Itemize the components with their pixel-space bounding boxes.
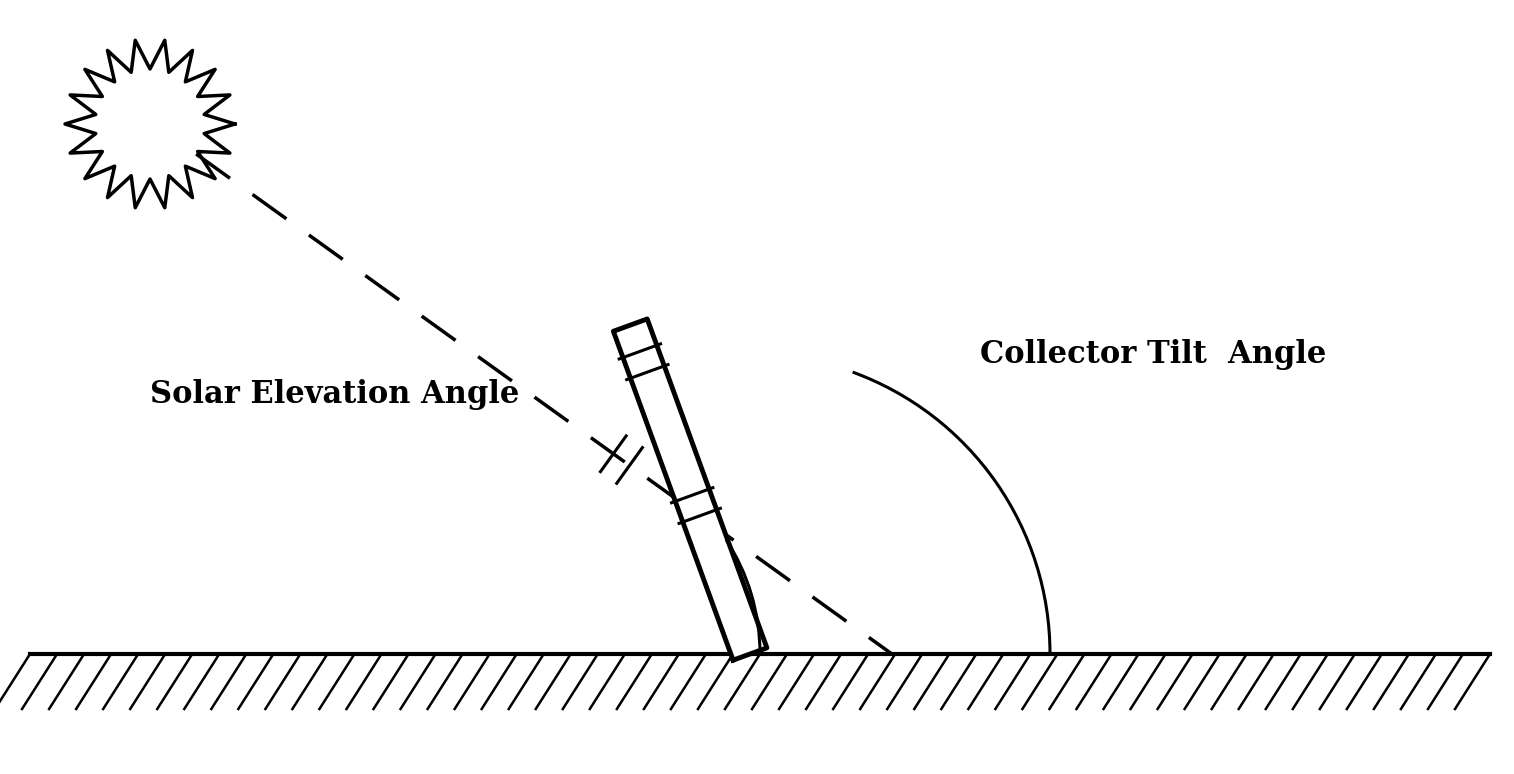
Text: Collector Tilt  Angle: Collector Tilt Angle xyxy=(980,338,1326,369)
Text: Solar Elevation Angle: Solar Elevation Angle xyxy=(150,378,519,409)
Polygon shape xyxy=(613,319,768,660)
